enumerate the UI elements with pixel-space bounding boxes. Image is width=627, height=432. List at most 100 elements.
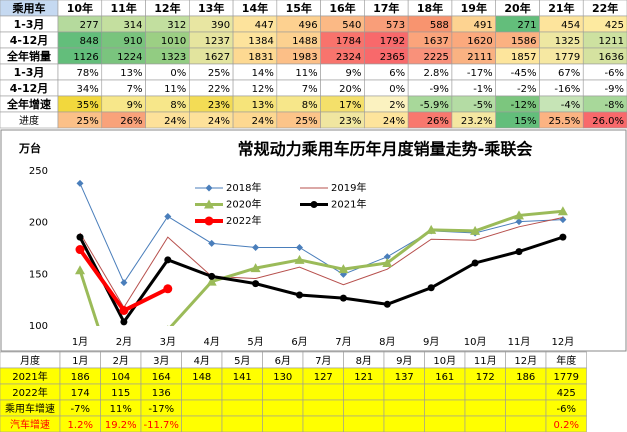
header-text: 12年 <box>154 1 180 15</box>
cell-text: 7% <box>127 84 143 95</box>
cell-text: 1211 <box>599 36 624 47</box>
cell-text: 1983 <box>292 52 317 63</box>
cell-text: 25.5% <box>548 116 580 127</box>
point <box>427 284 435 292</box>
series-line <box>78 235 564 325</box>
cell-text: 540 <box>342 20 361 31</box>
row-label: 2022年 <box>12 386 47 399</box>
chart-title: 常规动力乘用车历年月度销量走势-乘联会 <box>238 140 533 159</box>
cell-text: 7% <box>302 84 318 95</box>
cell-text: 23.2% <box>461 116 493 127</box>
cell-text: -45% <box>511 68 537 79</box>
cell <box>302 399 344 417</box>
cell-text: 271 <box>517 20 536 31</box>
x-tick-label: 12月 <box>552 336 575 348</box>
cell-text: 13% <box>120 68 142 79</box>
cell <box>505 415 547 432</box>
cell-text: 104 <box>111 372 130 383</box>
row-label: 2021年 <box>12 370 47 383</box>
point <box>76 179 84 187</box>
cell-text: 2.8% <box>424 68 449 79</box>
cell-text: 17% <box>339 100 361 111</box>
header-text: 18年 <box>417 1 443 15</box>
cell-text: 1488 <box>292 36 317 47</box>
header-text: 8月 <box>356 355 372 367</box>
cell-text: 24% <box>208 116 230 127</box>
cell-text: 148 <box>192 372 211 383</box>
point <box>383 300 391 308</box>
row-label: 1-3月 <box>14 18 45 31</box>
cell-text: 1784 <box>336 36 361 47</box>
cell <box>464 415 506 432</box>
legend-label: 2019年 <box>331 181 366 194</box>
header-text: 19年 <box>461 1 487 15</box>
cell-text: 1779 <box>555 52 580 63</box>
cell-text: 2324 <box>336 52 361 63</box>
cell-text: 161 <box>435 372 454 383</box>
legend-marker <box>310 201 318 208</box>
point <box>163 284 173 294</box>
header-text: 乘用车 <box>12 1 46 15</box>
cell-text: 2365 <box>380 52 405 63</box>
header-text: 1月 <box>72 355 88 367</box>
cell-text: 130 <box>273 372 292 383</box>
cell <box>343 383 385 401</box>
row-label: 全年销量 <box>6 49 51 63</box>
header-text: 16年 <box>329 1 355 15</box>
cell-text: 121 <box>354 372 373 383</box>
y-tick-label: 200 <box>29 218 48 229</box>
cell-text: 9% <box>346 68 362 79</box>
legend-marker <box>204 199 214 209</box>
header-text: 9月 <box>396 355 412 367</box>
cell-text: -6% <box>557 404 576 415</box>
x-tick-label: 8月 <box>379 336 395 348</box>
cell-text: 1627 <box>205 52 230 63</box>
cell-text: 1224 <box>117 52 142 63</box>
legend-label: 2022年 <box>226 214 261 227</box>
cell-text: 137 <box>395 372 414 383</box>
cell-text: 314 <box>123 20 142 31</box>
cell <box>424 415 466 432</box>
cell-text: 8% <box>170 100 186 111</box>
cell-text: 447 <box>255 20 274 31</box>
cell-text: 1620 <box>467 36 492 47</box>
cell-text: 11% <box>295 68 317 79</box>
cell-text: 425 <box>605 20 624 31</box>
point <box>383 253 391 261</box>
header-text: 10年 <box>67 1 93 15</box>
x-tick-label: 9月 <box>423 336 439 348</box>
cell <box>505 399 547 417</box>
row-label: 乘用车增速 <box>5 402 55 415</box>
point <box>294 254 305 264</box>
point <box>471 259 479 267</box>
header-text: 11年 <box>110 1 136 15</box>
cell-text: 19.2% <box>105 420 137 431</box>
cell-text: 1325 <box>555 36 580 47</box>
cell-text: 6% <box>389 68 405 79</box>
header-text: 13年 <box>198 1 224 15</box>
cell-text: 390 <box>211 20 230 31</box>
cell <box>221 415 263 432</box>
cell-text: 2225 <box>423 52 448 63</box>
cell-text: 1384 <box>248 36 273 47</box>
point <box>250 263 261 273</box>
cell-text: 24% <box>383 116 405 127</box>
cell-text: -1% <box>473 84 492 95</box>
header-text: 14年 <box>242 1 268 15</box>
cell-text: 1586 <box>511 36 536 47</box>
plot <box>75 179 568 326</box>
point <box>557 206 568 216</box>
cell <box>464 383 506 401</box>
point <box>167 325 169 326</box>
cell-text: -5% <box>473 100 492 111</box>
cell-text: 174 <box>71 388 90 399</box>
cell <box>545 415 587 432</box>
y-tick-label: 250 <box>29 166 48 177</box>
cell-text: -5.9% <box>420 100 449 111</box>
point <box>426 224 437 234</box>
cell <box>424 383 466 401</box>
y-tick-label: 150 <box>29 269 48 280</box>
cell-text: 1.2% <box>68 420 93 431</box>
cell-text: -16% <box>554 84 580 95</box>
